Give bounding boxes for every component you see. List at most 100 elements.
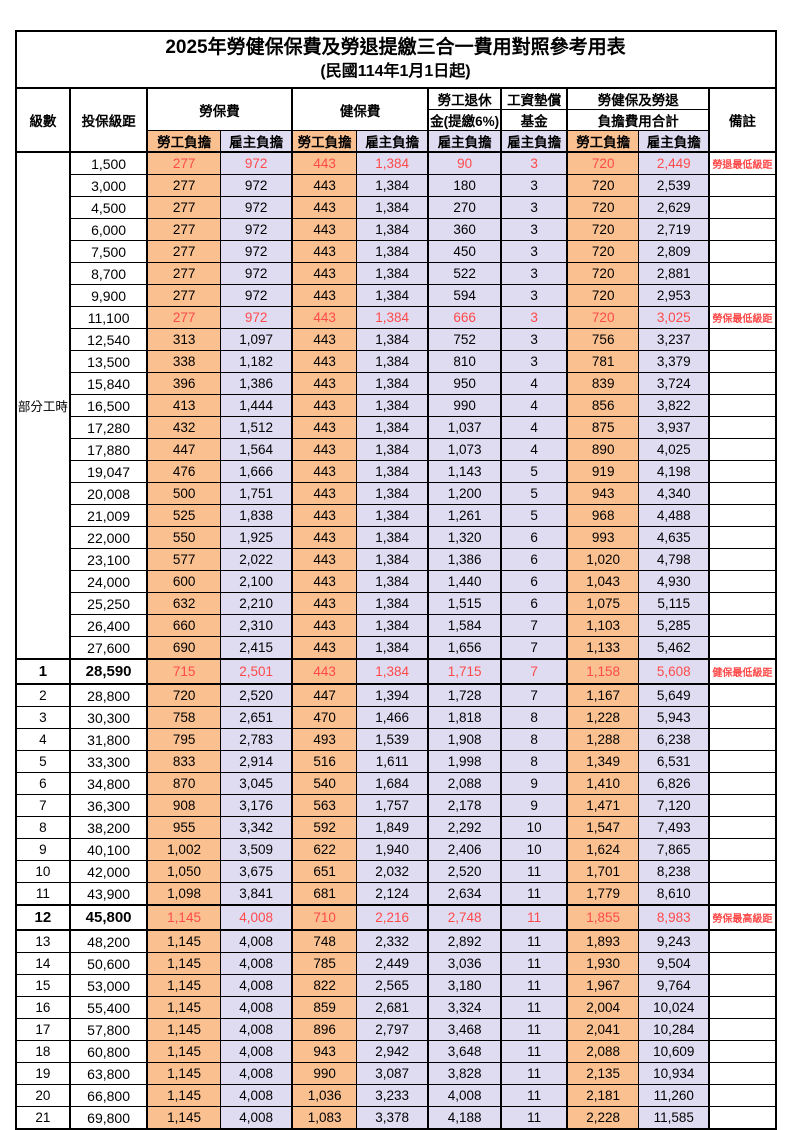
cell-value: 2,881 [638,262,711,285]
cell-remark [708,328,777,351]
cell-value: 1,384 [356,460,430,483]
cell-remark [708,996,777,1019]
cell-value: 1,097 [220,328,294,351]
cell-salary-bracket: 12,540 [69,328,148,351]
cell-remark [708,548,777,571]
cell-value: 1,684 [356,772,430,795]
cell-salary-bracket: 28,800 [69,683,148,707]
table-row: 7 36,300 908 3,176 563 1,757 2,178 9 1,471 7,120 [15,794,777,817]
cell-salary-bracket: 45,800 [69,904,148,931]
cell-salary-bracket: 17,880 [69,438,148,461]
table-row: 6 34,800 870 3,045 540 1,684 2,088 9 1,410 6,826 [15,772,777,795]
table-row: 6,000 277 972 443 1,384 360 3 720 2,719 [16,218,777,241]
cell-value: 4,008 [220,974,294,997]
cell-value: 11 [500,1040,569,1063]
cell-value: 720 [146,683,222,707]
cell-value: 720 [566,218,640,241]
cell-remark [708,592,777,615]
cell-remark [708,882,777,906]
cell-value: 3,036 [427,952,503,975]
table-row: 5 33,300 833 2,914 516 1,611 1,998 8 1,349 6,531 [15,750,777,773]
cell-value: 1,384 [356,372,430,395]
cell-value: 563 [291,794,358,817]
cell-salary-bracket: 8,700 [69,262,148,285]
cell-value: 277 [146,240,222,263]
table-row: 12,540 313 1,097 443 1,384 752 3 756 3,237 [16,328,777,351]
cell-value: 3,045 [220,772,294,795]
cell-remark [708,240,777,263]
cell-value: 11,585 [638,1106,711,1130]
table-row: 3,000 277 972 443 1,384 180 3 720 2,539 [16,174,777,197]
cell-value: 1,384 [356,526,430,549]
cell-value: 1,584 [427,614,503,637]
table-row: 8 38,200 955 3,342 592 1,849 2,292 10 1,547 7,493 [15,816,777,839]
cell-salary-bracket: 30,300 [69,706,148,729]
cell-value: 632 [146,592,222,615]
subheader-pension-employer: 雇主負擔 [427,130,503,153]
cell-remark [708,816,777,839]
cell-value: 3,378 [356,1106,430,1130]
cell-value: 1,133 [566,636,640,660]
cell-value: 810 [427,350,503,373]
cell-value: 4,198 [638,460,711,483]
cell-value: 1,471 [566,794,640,817]
cell-value: 1,145 [146,974,222,997]
cell-value: 2,041 [566,1018,640,1041]
cell-value: 10 [500,816,569,839]
cell-value: 500 [146,482,222,505]
cell-value: 1,611 [356,750,430,773]
cell-value: 3 [500,218,569,241]
cell-value: 2,892 [427,929,503,953]
table-row: 16,500 413 1,444 443 1,384 990 4 856 3,822 [16,394,777,417]
cell-salary-bracket: 7,500 [69,240,148,263]
cell-value: 413 [146,394,222,417]
cell-salary-bracket: 66,800 [69,1084,148,1107]
cell-value: 5,462 [638,636,711,660]
cell-value: 1,143 [427,460,503,483]
cell-value: 7 [500,658,569,685]
cell-value: 443 [291,592,358,615]
cell-value: 919 [566,460,640,483]
cell-value: 4,008 [220,1040,294,1063]
cell-value: 1,228 [566,706,640,729]
cell-value: 1,145 [146,996,222,1019]
cell-value: 10,609 [638,1040,711,1063]
cell-value: 3,025 [638,306,711,329]
cell-value: 2,216 [356,904,430,931]
cell-value: 1,384 [356,394,430,417]
table-row: 部分工時 1,500 277 972 443 1,384 90 3 720 2,449 勞退最低級距 [15,151,777,660]
cell-value: 890 [566,438,640,461]
cell-value: 180 [427,174,503,197]
cell-value: 8,983 [638,904,711,931]
cell-value: 277 [146,284,222,307]
cell-salary-bracket: 43,900 [69,882,148,906]
cell-value: 2,332 [356,929,430,953]
cell-value: 1,925 [220,526,294,549]
cell-value: 4,025 [638,438,711,461]
cell-value: 1,547 [566,816,640,839]
table-row: 17,880 447 1,564 443 1,384 1,073 4 890 4,025 [16,438,777,461]
cell-level: 15 [15,974,72,997]
cell-remark [708,750,777,773]
cell-salary-bracket: 69,800 [69,1106,148,1130]
cell-salary-bracket: 57,800 [69,1018,148,1041]
cell-value: 594 [427,284,503,307]
cell-value: 443 [291,394,358,417]
header-row-2: 金(提繳6%) 基金 負擔費用合計 [16,109,776,131]
cell-value: 1,145 [146,1106,222,1130]
cell-salary-bracket: 40,100 [69,838,148,861]
cell-value: 1,145 [146,1018,222,1041]
cell-value: 1,103 [566,614,640,637]
cell-value: 493 [291,728,358,751]
table-row: 16 55,400 1,145 4,008 859 2,681 3,324 11 2,004 10… [15,996,777,1019]
cell-value: 10,934 [638,1062,711,1085]
cell-value: 3,822 [638,394,711,417]
cell-value: 720 [566,151,640,175]
cell-value: 1,893 [566,929,640,953]
cell-value: 4,008 [427,1084,503,1107]
cell-value: 1,666 [220,460,294,483]
cell-remark [708,1018,777,1041]
cell-value: 4,488 [638,504,711,527]
cell-remark [708,482,777,505]
cell-value: 450 [427,240,503,263]
